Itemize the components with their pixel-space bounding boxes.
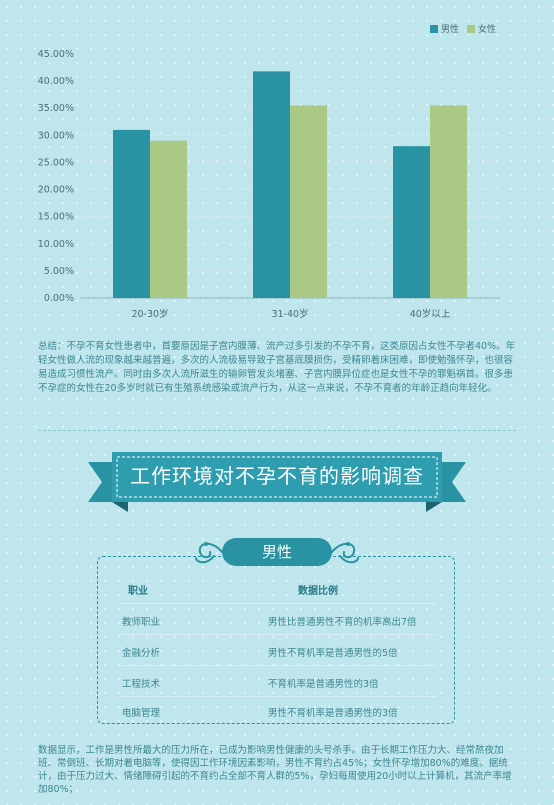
y-tick-label: 35.00% <box>38 103 74 114</box>
legend-item-female: 女性 <box>466 22 496 35</box>
x-tick-label: 20-30岁 <box>131 308 168 320</box>
bar <box>150 140 187 298</box>
x-tick-label: 40岁以上 <box>410 308 451 320</box>
section-divider <box>38 430 516 431</box>
bar <box>113 129 150 298</box>
ribbon-banner <box>88 452 466 512</box>
bar <box>290 105 327 298</box>
y-tick-label: 20.00% <box>38 185 74 196</box>
legend-label-male: 男性 <box>440 25 459 35</box>
bottom-text: 数据显示，工作是男性所最大的压力所在，已成为影响男性健康的头号杀手。由于长期工作… <box>38 745 512 795</box>
bar <box>253 71 290 299</box>
row-divider <box>118 696 436 697</box>
y-tick-label: 45.00% <box>38 49 74 60</box>
table-header-occupation: 职业 <box>128 586 148 597</box>
legend-swatch-female <box>466 25 475 33</box>
legend-swatch-male <box>429 25 438 33</box>
table-cell-occupation: 金融分析 <box>122 648 161 659</box>
table-cell-occupation: 教师职业 <box>122 617 161 628</box>
table-header-ratio: 数据比例 <box>298 586 338 597</box>
summary-text: 总结：不孕不育女性患者中，首要原因是子宫内膜薄、流产过多引发的不孕不育，这类原因… <box>38 341 516 394</box>
occupation-table <box>97 556 455 724</box>
bar <box>393 146 430 298</box>
y-tick-label: 0.00% <box>44 293 74 304</box>
legend-item-male: 男性 <box>429 22 459 35</box>
y-tick-label: 15.00% <box>38 212 74 223</box>
y-tick-label: 40.00% <box>38 76 74 87</box>
table-cell-ratio: 男性不育机率是普通男性的3倍 <box>268 708 398 719</box>
y-tick-label: 25.00% <box>38 157 74 168</box>
bar <box>430 105 467 298</box>
bar-chart: 0.00% 5.00% 10.00% 15.00% 20.00% 25.00% 30.00%… <box>38 49 500 320</box>
table-cell-occupation: 电脑管理 <box>122 708 161 719</box>
y-tick-label: 10.00% <box>38 239 74 250</box>
legend-label-female: 女性 <box>477 25 496 35</box>
table-cell-occupation: 工程技术 <box>122 679 161 690</box>
row-divider <box>118 634 436 635</box>
chart-legend: 男性 女性 <box>429 22 496 35</box>
table-cell-ratio: 男性比普通男性不育的机率高出7倍 <box>268 617 417 628</box>
y-tick-label: 5.00% <box>44 266 74 277</box>
x-tick-label: 31-40岁 <box>271 308 308 320</box>
banner-title: 工作环境对不孕不育的影响调查 <box>130 464 424 488</box>
y-tick-label: 30.00% <box>38 130 74 141</box>
row-divider <box>118 665 436 666</box>
table-cell-ratio: 男性不育机率是普通男性的5倍 <box>268 648 398 659</box>
table-cell-ratio: 不育机率是普通男性的3倍 <box>268 679 379 690</box>
row-divider <box>118 603 436 604</box>
